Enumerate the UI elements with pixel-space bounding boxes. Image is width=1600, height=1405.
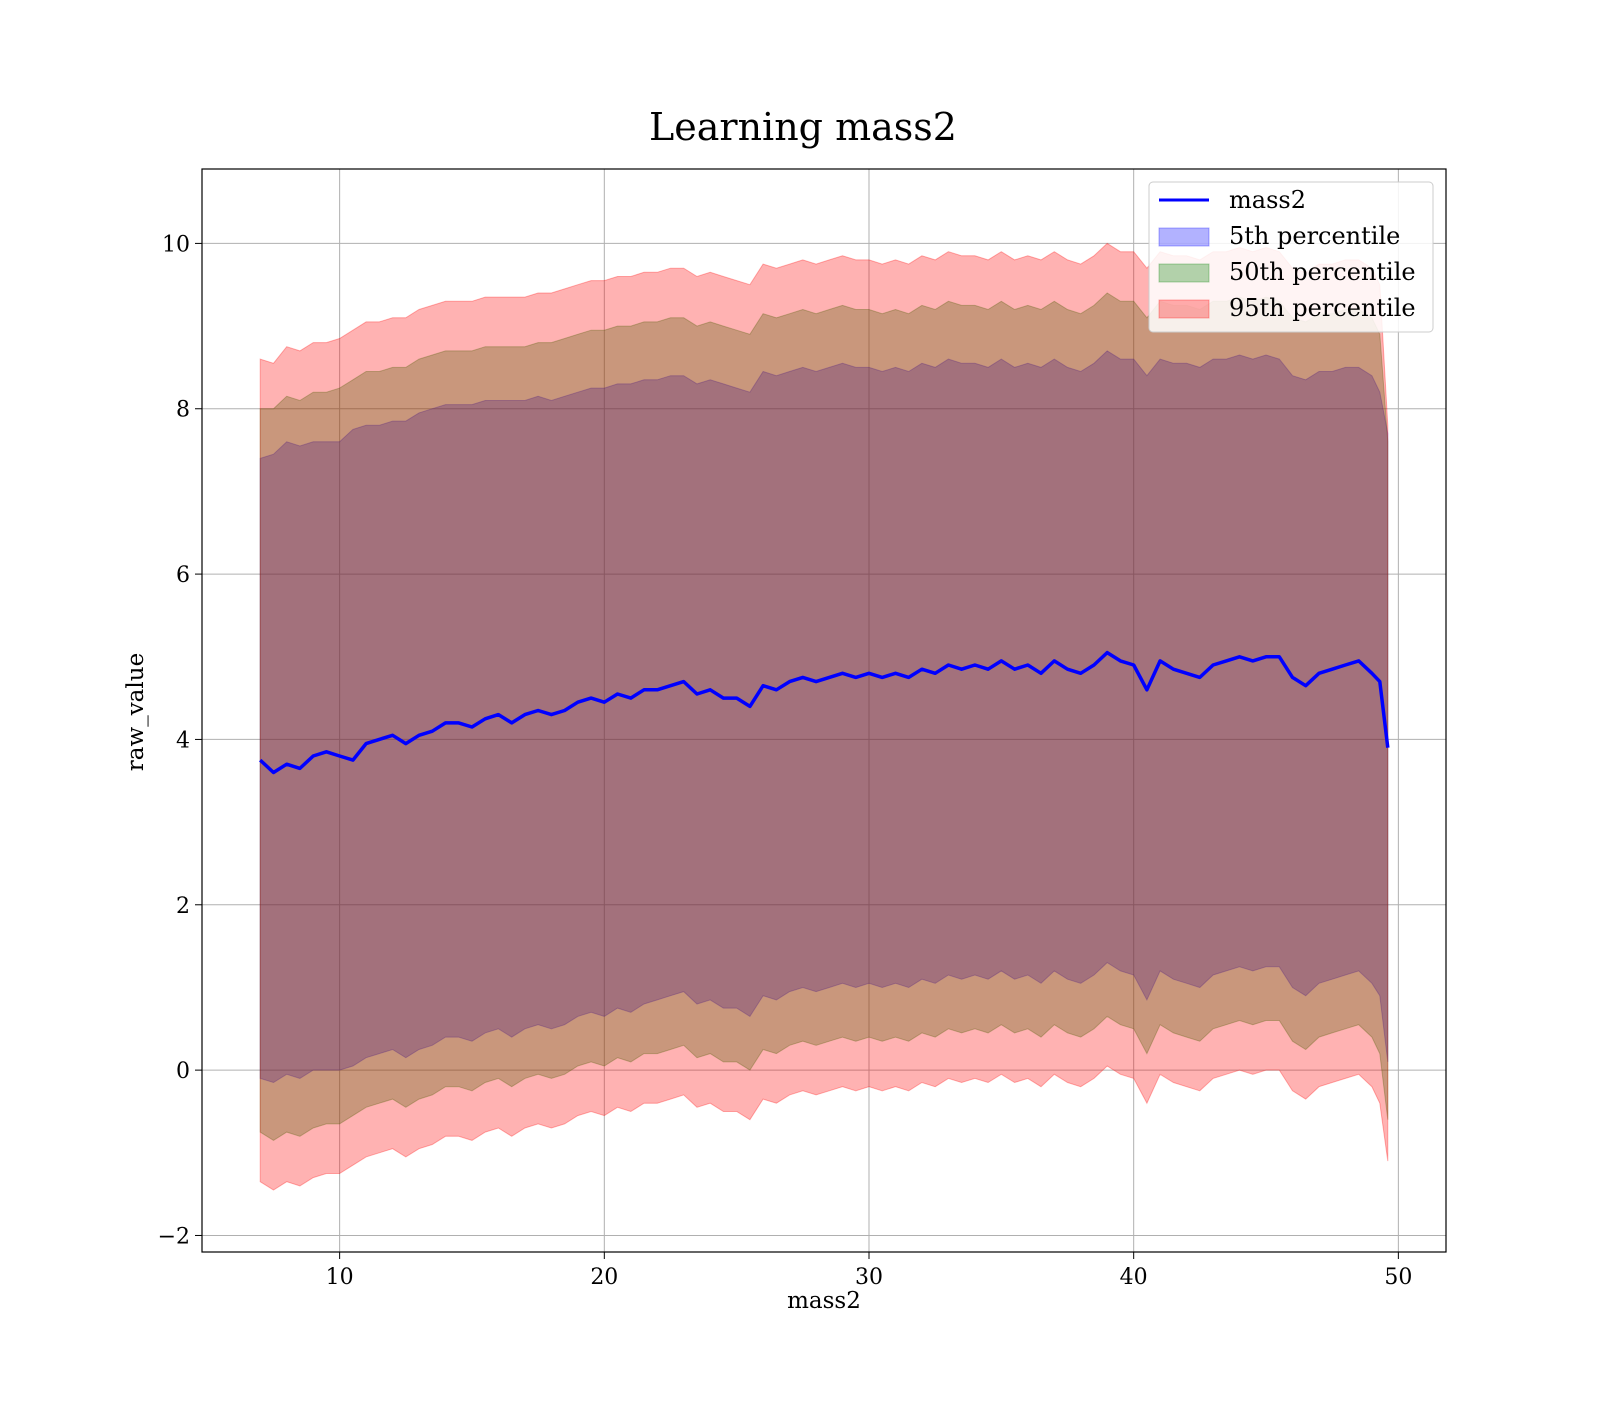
x-tick-label: 10 (326, 1265, 354, 1290)
legend-swatch-50th (1158, 263, 1210, 283)
legend-swatch-95th (1158, 299, 1210, 319)
band-95th-percentile (259, 242, 1389, 1191)
y-tick-label: 2 (176, 894, 190, 919)
x-tick-label: 50 (1384, 1265, 1412, 1290)
band-5th-percentile (259, 350, 1389, 1084)
legend-label-95th: 95th percentile (1229, 294, 1416, 322)
line-layer (259, 650, 1390, 775)
y-tick-label: 0 (176, 1059, 190, 1084)
band-50th-percentile (259, 292, 1389, 1141)
y-tick-label: −2 (158, 1224, 190, 1249)
legend-label-50th: 50th percentile (1229, 258, 1416, 286)
plot-frame (201, 168, 1447, 1253)
legend-swatch-5th (1158, 227, 1210, 247)
band-layer (259, 242, 1389, 1191)
y-tick-label: 4 (176, 728, 190, 753)
y-tick-label: 8 (176, 398, 190, 423)
x-tick-label: 40 (1120, 1265, 1148, 1290)
chart-title: Learning mass2 (649, 105, 957, 149)
x-axis-label: mass2 (787, 1288, 861, 1314)
legend-label-5th: 5th percentile (1229, 222, 1400, 250)
tick-layer: 10 20 30 40 50 −2 0 2 4 6 8 10 (158, 232, 1413, 1290)
legend-box (1148, 181, 1434, 333)
x-tick-label: 20 (590, 1265, 618, 1290)
y-tick-label: 6 (176, 563, 190, 588)
series-line-mass2 (259, 650, 1390, 775)
legend: mass2 5th percentile 50th percentile 95t… (1148, 181, 1434, 333)
grid-layer (202, 169, 1446, 1252)
y-tick-label: 10 (162, 232, 190, 257)
y-axis-label: raw_value (123, 653, 149, 771)
x-tick-label: 30 (855, 1265, 883, 1290)
legend-label-mass2: mass2 (1229, 186, 1306, 214)
